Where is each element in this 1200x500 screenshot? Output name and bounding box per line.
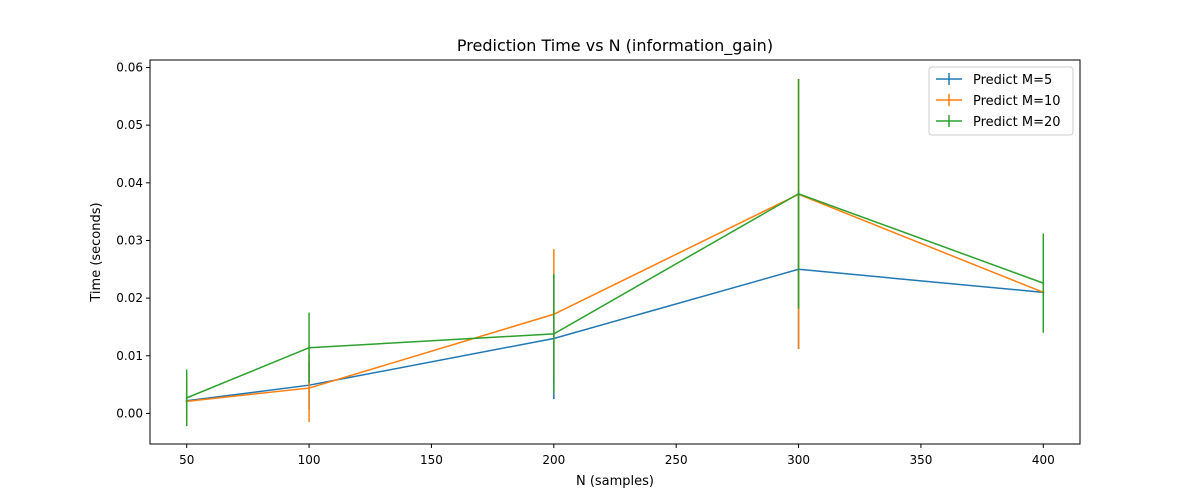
y-axis-label: Time (seconds) [89, 202, 104, 302]
series-2 [185, 79, 1045, 423]
legend-box [928, 66, 1074, 136]
data-point [185, 396, 188, 399]
x-tick-label: 150 [420, 453, 443, 467]
y-tick-label: 0.01 [116, 349, 143, 363]
legend-label: Predict M=10 [973, 94, 1061, 109]
legend: Predict M=5 Predict M=10 Predict M=20 [928, 66, 1074, 136]
legend-label: Predict M=20 [973, 115, 1061, 130]
data-point [1042, 282, 1045, 285]
legend-label: Predict M=5 [973, 73, 1052, 88]
data-point [308, 346, 311, 349]
x-tick-label: 350 [909, 453, 932, 467]
chart-title: Prediction Time vs N (information_gain) [457, 36, 773, 56]
plot-area [149, 59, 1081, 445]
x-tick-label: 300 [787, 453, 810, 467]
y-tick-label: 0.02 [116, 291, 143, 305]
y-tick-label: 0.00 [116, 406, 143, 420]
series-line [186, 192, 1044, 399]
x-tick-label: 50 [179, 453, 194, 467]
y-tick-label: 0.06 [116, 60, 143, 74]
series-line [186, 193, 1044, 403]
series-line [186, 268, 1044, 402]
data-point [308, 387, 311, 390]
x-tick-label: 100 [298, 453, 321, 467]
data-point [797, 192, 800, 195]
series-3 [185, 79, 1045, 427]
series-1 [185, 189, 1045, 411]
x-tick-label: 200 [542, 453, 565, 467]
y-tick-label: 0.04 [116, 176, 143, 190]
y-tick-label: 0.03 [116, 233, 143, 247]
x-tick-label: 250 [665, 453, 688, 467]
x-axis: 50 100 150 200 250 300 350 400 [179, 444, 1055, 467]
y-tick-label: 0.05 [116, 118, 143, 132]
series-layer [185, 79, 1045, 427]
data-point [552, 332, 555, 335]
x-axis-label: N (samples) [576, 474, 654, 489]
y-axis: 0.00 0.01 0.02 0.03 0.04 0.05 0.06 [116, 60, 150, 420]
x-tick-label: 400 [1032, 453, 1055, 467]
